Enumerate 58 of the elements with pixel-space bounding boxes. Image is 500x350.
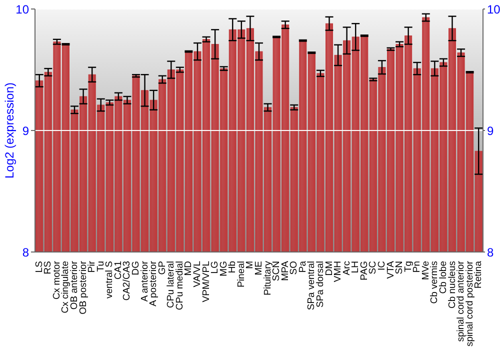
- x-tick-label: Cx motor: [51, 261, 62, 300]
- x-tick-label: SCN: [271, 260, 282, 282]
- x-tick-label: OB anterior: [69, 261, 80, 310]
- x-tick-label: A anterior: [139, 261, 150, 302]
- x-tick-label: Cx cingulate: [60, 261, 72, 314]
- x-tick-label: ventral S: [104, 261, 116, 298]
- x-tick-label: GP: [156, 261, 168, 275]
- x-tick-label: Hb: [227, 261, 238, 274]
- x-tick-label: Cb nucleus: [446, 260, 458, 309]
- x-tick-label: SC: [368, 260, 379, 274]
- x-tick-label: ME: [254, 261, 264, 276]
- x-tick-label: Pineal: [236, 261, 247, 288]
- x-tick-label: VA/VL: [192, 261, 204, 288]
- x-tick-label: SPa ventral: [306, 261, 318, 310]
- x-tick-label: VMH: [332, 260, 344, 282]
- x-tick-label: Cb lobe: [438, 261, 449, 294]
- x-tick-label: DM: [324, 260, 335, 276]
- y2-tick-label: 8: [487, 245, 494, 260]
- x-tick-label: Cb vermis: [429, 260, 440, 304]
- x-tick-label: spinal cord posterior: [464, 261, 476, 347]
- y-tick-label: 8: [22, 245, 30, 260]
- x-tick-label: MD: [183, 260, 194, 276]
- x-tick-label: LG: [210, 261, 221, 274]
- x-tick-label: CPu lateral: [166, 261, 177, 308]
- x-tick-label: MVe: [420, 261, 432, 280]
- y-axis-title: Log2 (expression): [2, 82, 16, 179]
- x-tick-label: VTA: [385, 260, 396, 279]
- x-tick-label: Pituitary: [262, 260, 274, 296]
- x-tick-label: spinal cord anterior: [456, 261, 467, 342]
- x-tick-label: CA2/CA3: [122, 261, 133, 301]
- y-tick-label: 9: [22, 124, 30, 138]
- x-tick-label: PAG: [358, 261, 370, 280]
- x-tick-label: Arc: [341, 260, 352, 276]
- x-tick-label: MPA: [280, 260, 291, 281]
- x-tick-label: SO: [288, 261, 300, 275]
- x-tick-label: VPM/VPL: [200, 261, 212, 302]
- x-tick-label: M: [244, 260, 256, 269]
- x-tick-label: MG: [218, 261, 230, 276]
- x-tick-label: Pn: [412, 261, 423, 273]
- x-tick-label: Retina: [473, 260, 484, 288]
- y-tick-label: 10: [16, 2, 30, 16]
- x-tick-label: Pir: [86, 261, 98, 273]
- x-tick-label: LS: [34, 261, 45, 273]
- y2-tick-label: 10: [487, 2, 500, 16]
- x-tick-label: A posterior: [148, 261, 160, 306]
- x-tick-label: DG: [130, 261, 142, 276]
- x-tick-label: Pa: [297, 260, 308, 273]
- x-tick-label: RS: [42, 261, 54, 274]
- x-tick-label: SPa dorsal: [314, 261, 326, 308]
- x-tick-label: SN: [394, 260, 406, 274]
- x-tick-label: Tu: [95, 261, 106, 272]
- y2-tick-label: 9: [487, 124, 494, 138]
- x-tick-label: OB posterior: [78, 261, 89, 314]
- x-tick-label: LH: [350, 260, 362, 274]
- x-tick-label: CPu medial: [174, 261, 186, 310]
- x-tick-label: Tg: [402, 261, 414, 272]
- x-tick-label: CA1: [112, 261, 124, 280]
- x-tick-label: IC: [376, 260, 388, 270]
